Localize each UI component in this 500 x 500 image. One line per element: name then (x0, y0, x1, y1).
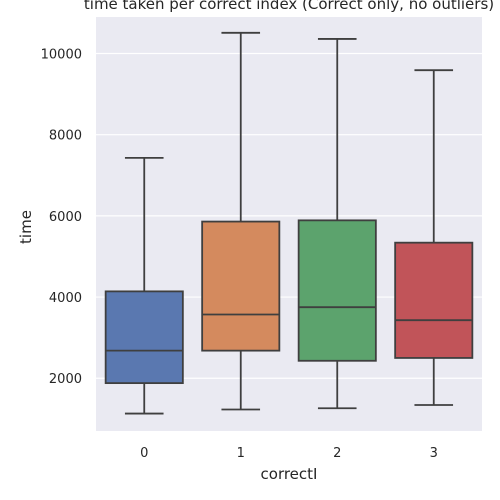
y-tick-label-8000: 8000 (49, 129, 82, 144)
x-tick-label-1: 1 (237, 446, 245, 461)
box-0 (104, 156, 184, 415)
x-tick-label-2: 2 (333, 446, 341, 461)
box-iqr-3 (394, 241, 474, 359)
y-axis-label: time (17, 210, 35, 244)
y-tick-label-4000: 4000 (49, 291, 82, 306)
chart-title: time taken per correct index (Correct on… (84, 0, 494, 13)
boxes (104, 31, 474, 415)
box-2 (297, 38, 377, 410)
box-3 (394, 69, 474, 406)
y-tick-label-10000: 10000 (41, 48, 82, 63)
y-tick-labels: 2000 4000 6000 8000 10000 (41, 48, 82, 388)
box-iqr-1 (201, 220, 281, 352)
y-tick-label-2000: 2000 (49, 372, 82, 387)
box-iqr-0 (104, 290, 184, 385)
y-tick-label-6000: 6000 (49, 210, 82, 225)
box-iqr-2 (297, 219, 377, 362)
x-tick-labels: 0 1 2 3 (140, 446, 438, 461)
x-tick-label-0: 0 (140, 446, 148, 461)
x-tick-label-3: 3 (430, 446, 438, 461)
x-axis-label: correctI (261, 465, 318, 483)
box-1 (201, 31, 281, 411)
